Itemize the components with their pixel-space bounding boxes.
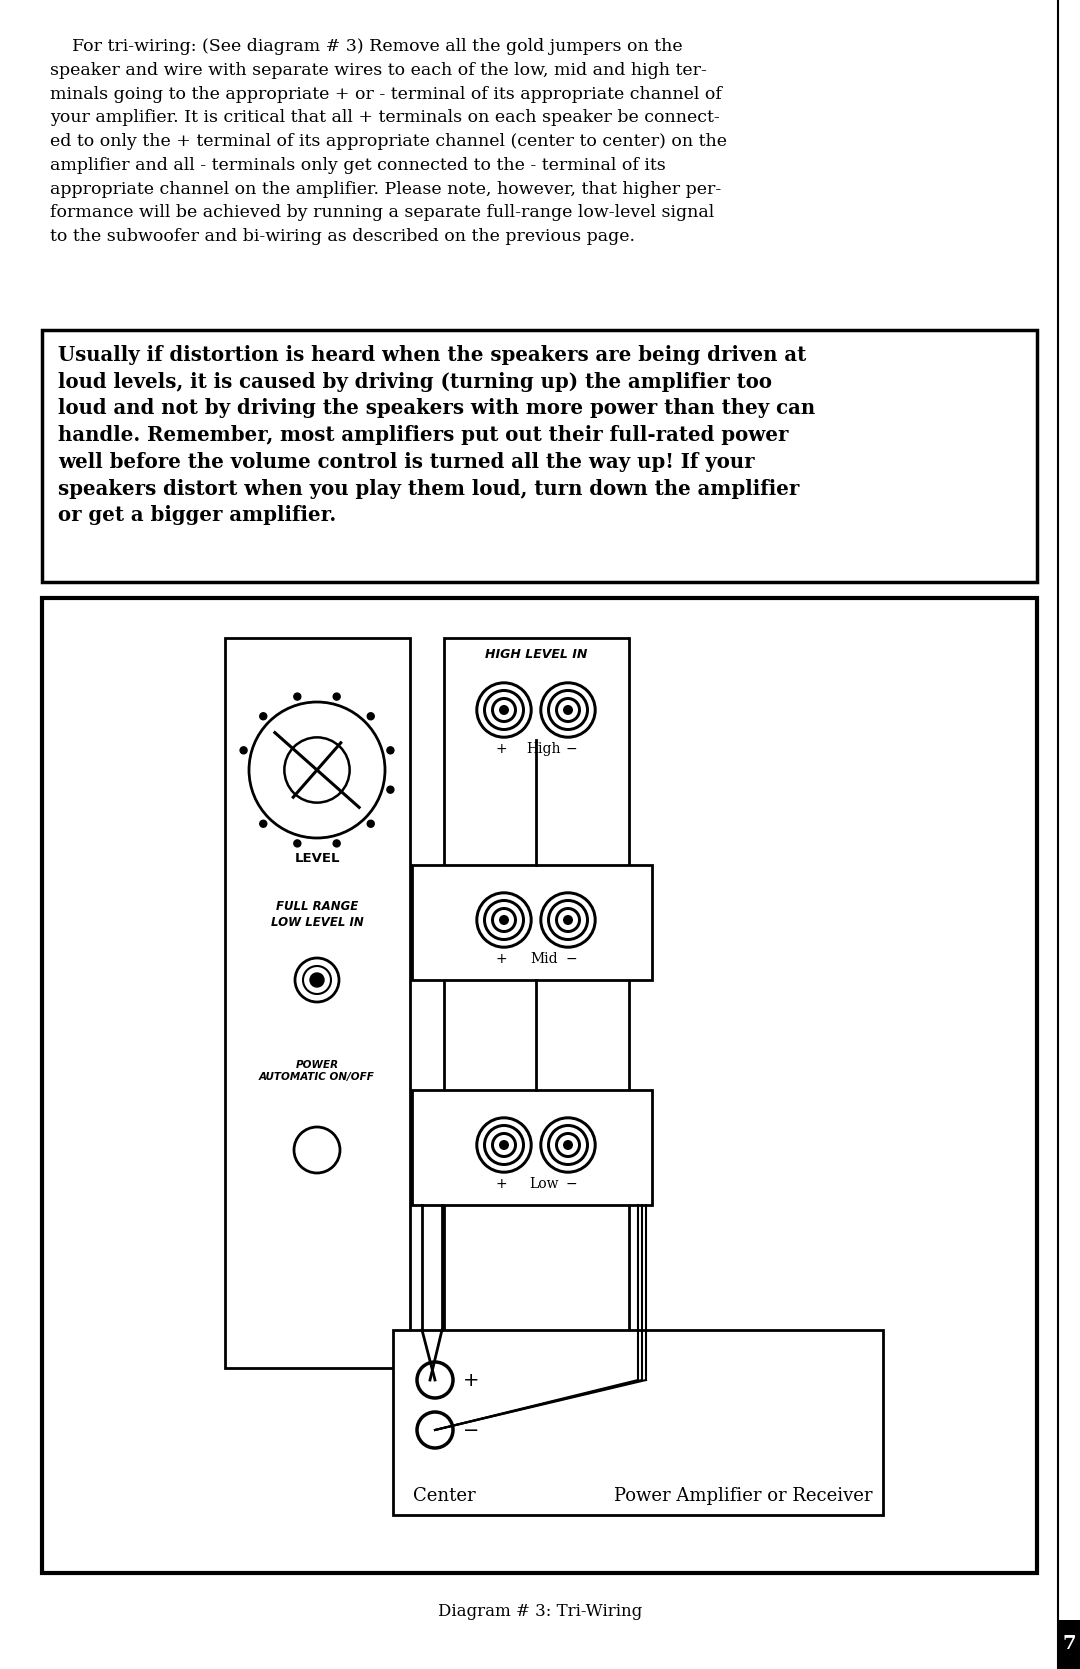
Circle shape [540, 891, 596, 948]
Circle shape [558, 699, 578, 719]
Circle shape [480, 1120, 529, 1170]
Text: Low: Low [529, 1177, 558, 1192]
Circle shape [491, 1132, 517, 1158]
Circle shape [555, 906, 581, 933]
Circle shape [367, 713, 375, 719]
Text: 7: 7 [1063, 1636, 1076, 1652]
Circle shape [480, 684, 529, 734]
Circle shape [555, 698, 581, 723]
Circle shape [540, 683, 596, 738]
Circle shape [260, 819, 267, 828]
Circle shape [483, 1123, 525, 1167]
Circle shape [494, 910, 514, 930]
Text: −: − [565, 951, 577, 966]
FancyBboxPatch shape [444, 638, 629, 1369]
Circle shape [499, 915, 509, 925]
Circle shape [486, 1127, 522, 1163]
Circle shape [558, 910, 578, 930]
Circle shape [310, 973, 324, 986]
Circle shape [550, 901, 586, 938]
Circle shape [480, 895, 529, 945]
FancyBboxPatch shape [1058, 1621, 1080, 1669]
FancyBboxPatch shape [411, 865, 652, 980]
Circle shape [546, 1123, 589, 1167]
Text: −: − [463, 1420, 480, 1439]
Circle shape [294, 693, 301, 699]
Text: +: + [496, 951, 507, 966]
Circle shape [486, 693, 522, 728]
Circle shape [546, 689, 589, 731]
Circle shape [563, 1140, 573, 1150]
Circle shape [491, 906, 517, 933]
Circle shape [367, 819, 375, 828]
Circle shape [555, 1132, 581, 1158]
Circle shape [476, 891, 532, 948]
Text: Mid: Mid [530, 951, 557, 966]
Circle shape [550, 1127, 586, 1163]
Text: HIGH LEVEL IN: HIGH LEVEL IN [485, 648, 588, 661]
Text: FULL RANGE
LOW LEVEL IN: FULL RANGE LOW LEVEL IN [271, 900, 363, 928]
Text: LEVEL: LEVEL [294, 851, 340, 865]
Text: Usually if distortion is heard when the speakers are being driven at
loud levels: Usually if distortion is heard when the … [58, 345, 815, 526]
Circle shape [563, 704, 573, 714]
Circle shape [483, 689, 525, 731]
Circle shape [494, 1135, 514, 1155]
Circle shape [499, 1140, 509, 1150]
Circle shape [476, 1117, 532, 1173]
Circle shape [240, 746, 247, 754]
Circle shape [333, 840, 340, 846]
Text: −: − [565, 743, 577, 756]
FancyBboxPatch shape [393, 1330, 883, 1515]
Circle shape [558, 1135, 578, 1155]
Circle shape [499, 704, 509, 714]
FancyBboxPatch shape [411, 1090, 652, 1205]
Circle shape [387, 786, 394, 793]
Circle shape [543, 1120, 593, 1170]
FancyBboxPatch shape [225, 638, 410, 1369]
Text: POWER
AUTOMATIC ON/OFF: POWER AUTOMATIC ON/OFF [259, 1060, 375, 1082]
Text: For tri-wiring: (See diagram # 3) Remove all the gold jumpers on the
speaker and: For tri-wiring: (See diagram # 3) Remove… [50, 38, 727, 245]
Circle shape [476, 683, 532, 738]
Text: +: + [496, 1177, 507, 1192]
Circle shape [294, 840, 301, 846]
Circle shape [550, 693, 586, 728]
Circle shape [333, 693, 340, 699]
Circle shape [494, 699, 514, 719]
Text: −: − [565, 1177, 577, 1192]
Text: +: + [463, 1370, 480, 1390]
Circle shape [486, 901, 522, 938]
Circle shape [483, 900, 525, 941]
Circle shape [260, 713, 267, 719]
Text: High: High [527, 743, 562, 756]
FancyBboxPatch shape [42, 598, 1037, 1572]
Text: Center: Center [413, 1487, 475, 1505]
Text: +: + [496, 743, 507, 756]
Circle shape [540, 1117, 596, 1173]
Circle shape [543, 684, 593, 734]
FancyBboxPatch shape [42, 330, 1037, 582]
Text: Power Amplifier or Receiver: Power Amplifier or Receiver [615, 1487, 873, 1505]
Text: Diagram # 3: Tri-Wiring: Diagram # 3: Tri-Wiring [437, 1602, 643, 1621]
Circle shape [563, 915, 573, 925]
Circle shape [387, 746, 394, 754]
Circle shape [491, 698, 517, 723]
Circle shape [546, 900, 589, 941]
Circle shape [543, 895, 593, 945]
